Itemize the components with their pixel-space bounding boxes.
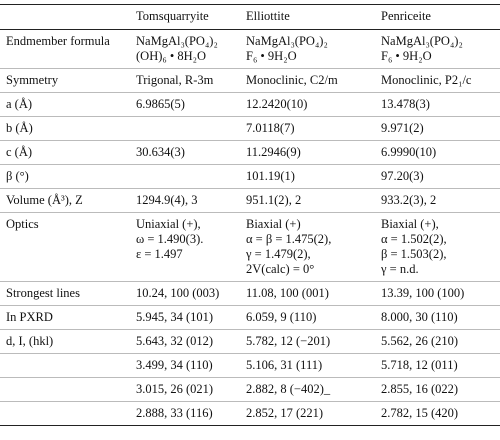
- table-cell: 13.39, 100 (100): [375, 281, 500, 306]
- table-cell: 101.19(1): [240, 164, 375, 189]
- table-cell: NaMgAl₃(PO₄)₂ (OH)₆ • 8H₂O: [130, 29, 240, 69]
- table-cell: 2.888, 33 (116): [130, 401, 240, 426]
- table-header: Tomsquarryite Elliottite Penriceite: [0, 4, 500, 30]
- table-body: Endmember formula NaMgAl₃(PO₄)₂ (OH)₆ • 8…: [0, 29, 500, 426]
- table-row: In PXRD 5.945, 34 (101) 6.059, 9 (110) 8.00…: [0, 305, 500, 330]
- corner-cell: [0, 4, 130, 30]
- table-cell: 933.2(3), 2: [375, 188, 500, 213]
- table-cell: 3.015, 26 (021): [130, 377, 240, 402]
- table-row: 3.499, 34 (110) 5.106, 31 (111) 5.718, 12 …: [0, 353, 500, 378]
- table-cell: 13.478(3): [375, 92, 500, 117]
- row-label: Volume (Å³), Z: [0, 188, 130, 213]
- table-cell: 12.2420(10): [240, 92, 375, 117]
- table-row: Symmetry Trigonal, R-3m Monoclinic, C2/m Mo…: [0, 68, 500, 93]
- header-row: Tomsquarryite Elliottite Penriceite: [0, 4, 500, 30]
- table-row: Optics Uniaxial (+), ω = 1.490(3). ε = 1.…: [0, 212, 500, 282]
- row-label: [0, 377, 130, 402]
- table-row: β (°) 101.19(1) 97.20(3): [0, 164, 500, 189]
- row-label: Symmetry: [0, 68, 130, 93]
- table-cell: 2.882, 8 (−402)_: [240, 377, 375, 402]
- table-cell: 2.852, 17 (221): [240, 401, 375, 426]
- row-label: [0, 353, 130, 378]
- table-cell: 30.634(3): [130, 140, 240, 165]
- table-cell: [130, 116, 240, 141]
- row-label: In PXRD: [0, 305, 130, 330]
- data-table: Tomsquarryite Elliottite Penriceite Endmem…: [0, 4, 500, 426]
- row-label: β (°): [0, 164, 130, 189]
- table-row: Endmember formula NaMgAl₃(PO₄)₂ (OH)₆ • 8…: [0, 29, 500, 69]
- column-header: Tomsquarryite: [130, 4, 240, 30]
- table-cell: Monoclinic, P2₁/c: [375, 68, 500, 93]
- table-cell: 10.24, 100 (003): [130, 281, 240, 306]
- table-cell: 11.2946(9): [240, 140, 375, 165]
- row-label: c (Å): [0, 140, 130, 165]
- row-label: d, I, (hkl): [0, 329, 130, 354]
- table-row: Volume (Å³), Z 1294.9(4), 3 951.1(2), 2 933…: [0, 188, 500, 213]
- table-row: b (Å) 7.0118(7) 9.971(2): [0, 116, 500, 141]
- table-cell: 3.499, 34 (110): [130, 353, 240, 378]
- row-label: Endmember formula: [0, 29, 130, 69]
- table-cell: 11.08, 100 (001): [240, 281, 375, 306]
- row-label: [0, 401, 130, 426]
- table-cell: Uniaxial (+), ω = 1.490(3). ε = 1.497: [130, 212, 240, 282]
- table-row: Strongest lines 10.24, 100 (003) 11.08, 10…: [0, 281, 500, 306]
- table-cell: Biaxial (+), α = 1.502(2), β = 1.503(2),…: [375, 212, 500, 282]
- table-cell: 6.9865(5): [130, 92, 240, 117]
- table-cell: 5.782, 12 (−201): [240, 329, 375, 354]
- table-cell: 5.945, 34 (101): [130, 305, 240, 330]
- table-cell: 951.1(2), 2: [240, 188, 375, 213]
- table-row: d, I, (hkl) 5.643, 32 (012) 5.782, 12 (−20…: [0, 329, 500, 354]
- table-cell: 6.9990(10): [375, 140, 500, 165]
- table-cell: 7.0118(7): [240, 116, 375, 141]
- table-cell: 2.782, 15 (420): [375, 401, 500, 426]
- table-row: 2.888, 33 (116) 2.852, 17 (221) 2.782, 15 …: [0, 401, 500, 426]
- table-cell: NaMgAl₃(PO₄)₂ F₆ • 9H₂O: [240, 29, 375, 69]
- table-cell: Monoclinic, C2/m: [240, 68, 375, 93]
- table-cell: [130, 164, 240, 189]
- row-label: a (Å): [0, 92, 130, 117]
- table-row: c (Å) 30.634(3) 11.2946(9) 6.9990(10): [0, 140, 500, 165]
- table-cell: 9.971(2): [375, 116, 500, 141]
- table-cell: 5.562, 26 (210): [375, 329, 500, 354]
- table-row: a (Å) 6.9865(5) 12.2420(10) 13.478(3): [0, 92, 500, 117]
- table-cell: 6.059, 9 (110): [240, 305, 375, 330]
- table-cell: Trigonal, R-3m: [130, 68, 240, 93]
- table-cell: 5.643, 32 (012): [130, 329, 240, 354]
- table-cell: Biaxial (+) α = β = 1.475(2), γ = 1.479(…: [240, 212, 375, 282]
- table-cell: 5.106, 31 (111): [240, 353, 375, 378]
- table-cell: 5.718, 12 (011): [375, 353, 500, 378]
- column-header: Elliottite: [240, 4, 375, 30]
- row-label: Strongest lines: [0, 281, 130, 306]
- table-cell: 8.000, 30 (110): [375, 305, 500, 330]
- column-header: Penriceite: [375, 4, 500, 30]
- row-label: Optics: [0, 212, 130, 282]
- table-cell: 1294.9(4), 3: [130, 188, 240, 213]
- table-cell: NaMgAl₃(PO₄)₂ F₆ • 9H₂O: [375, 29, 500, 69]
- row-label: b (Å): [0, 116, 130, 141]
- page: Tomsquarryite Elliottite Penriceite Endmem…: [0, 4, 500, 440]
- table-cell: 97.20(3): [375, 164, 500, 189]
- table-row: 3.015, 26 (021) 2.882, 8 (−402)_ 2.855, 16…: [0, 377, 500, 402]
- table-cell: 2.855, 16 (022): [375, 377, 500, 402]
